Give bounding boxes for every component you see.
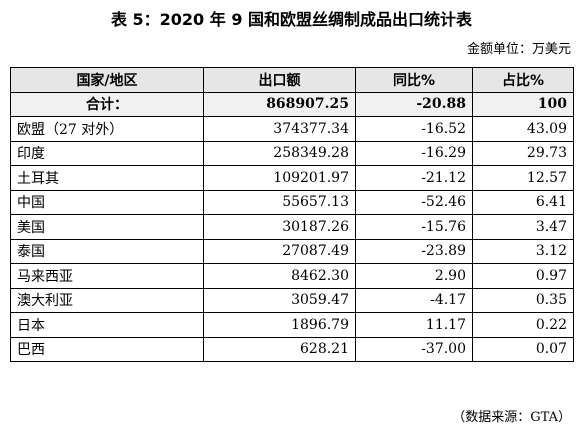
header-yoy: 同比% (355, 67, 473, 93)
share-cell: 3.12 (472, 238, 574, 264)
export-value-cell: 55657.13 (203, 189, 356, 215)
total-row: 合计： 868907.25 -20.88 100 (10, 91, 574, 117)
yoy-cell: -16.52 (355, 116, 473, 142)
export-value-cell: 30187.26 (203, 214, 356, 240)
share-cell: 0.07 (472, 336, 574, 362)
table-row: 美国 30187.26 -15.76 3.47 (10, 214, 574, 240)
country-cell: 美国 (10, 214, 204, 240)
country-cell: 印度 (10, 140, 204, 166)
export-statistics-table: 国家/地区 出口额 同比% 占比% 合计： 868907.25 -20.88 1… (10, 67, 574, 362)
table-row: 土耳其 109201.97 -21.12 12.57 (10, 165, 574, 191)
export-value-cell: 109201.97 (203, 165, 356, 191)
export-value-cell: 3059.47 (203, 287, 356, 313)
country-cell: 日本 (10, 312, 204, 338)
country-cell: 马来西亚 (10, 263, 204, 289)
country-cell: 欧盟（27 对外） (10, 116, 204, 142)
country-cell: 巴西 (10, 336, 204, 362)
header-country: 国家/地区 (10, 67, 204, 93)
table-row: 日本 1896.79 11.17 0.22 (10, 312, 574, 338)
share-cell: 0.35 (472, 287, 574, 313)
country-cell: 中国 (10, 189, 204, 215)
yoy-cell: -21.12 (355, 165, 473, 191)
yoy-cell: 11.17 (355, 312, 473, 338)
table-row: 欧盟（27 对外） 374377.34 -16.52 43.09 (10, 116, 574, 142)
header-share: 占比% (472, 67, 574, 93)
share-cell: 12.57 (472, 165, 574, 191)
yoy-cell: -15.76 (355, 214, 473, 240)
export-value-cell: 8462.30 (203, 263, 356, 289)
total-share: 100 (472, 91, 574, 117)
yoy-cell: -16.29 (355, 140, 473, 166)
yoy-cell: -37.00 (355, 336, 473, 362)
total-yoy: -20.88 (355, 91, 473, 117)
export-value-cell: 258349.28 (203, 140, 356, 166)
table-row: 中国 55657.13 -52.46 6.41 (10, 189, 574, 215)
table-title: 表 5：2020 年 9 国和欧盟丝绸制成品出口统计表 (110, 10, 473, 29)
export-value-cell: 374377.34 (203, 116, 356, 142)
country-cell: 土耳其 (10, 165, 204, 191)
share-cell: 0.97 (472, 263, 574, 289)
country-cell: 泰国 (10, 238, 204, 264)
share-cell: 43.09 (472, 116, 574, 142)
table-row: 泰国 27087.49 -23.89 3.12 (10, 238, 574, 264)
share-cell: 6.41 (472, 189, 574, 215)
total-label: 合计： (10, 91, 204, 117)
share-cell: 29.73 (472, 140, 574, 166)
table-row: 澳大利亚 3059.47 -4.17 0.35 (10, 287, 574, 313)
header-export-value: 出口额 (203, 67, 356, 93)
export-value-cell: 628.21 (203, 336, 356, 362)
share-cell: 3.47 (472, 214, 574, 240)
yoy-cell: -52.46 (355, 189, 473, 215)
table-row: 巴西 628.21 -37.00 0.07 (10, 336, 574, 362)
header-row: 国家/地区 出口额 同比% 占比% (10, 67, 574, 93)
table-row: 马来西亚 8462.30 2.90 0.97 (10, 263, 574, 289)
export-value-cell: 1896.79 (203, 312, 356, 338)
yoy-cell: 2.90 (355, 263, 473, 289)
yoy-cell: -4.17 (355, 287, 473, 313)
export-value-cell: 27087.49 (203, 238, 356, 264)
table-row: 印度 258349.28 -16.29 29.73 (10, 140, 574, 166)
country-cell: 澳大利亚 (10, 287, 204, 313)
unit-label: 金额单位：万美元 (466, 42, 571, 57)
total-export-value: 868907.25 (203, 91, 356, 117)
data-source-note: （数据来源：GTA） (452, 410, 571, 425)
yoy-cell: -23.89 (355, 238, 473, 264)
share-cell: 0.22 (472, 312, 574, 338)
